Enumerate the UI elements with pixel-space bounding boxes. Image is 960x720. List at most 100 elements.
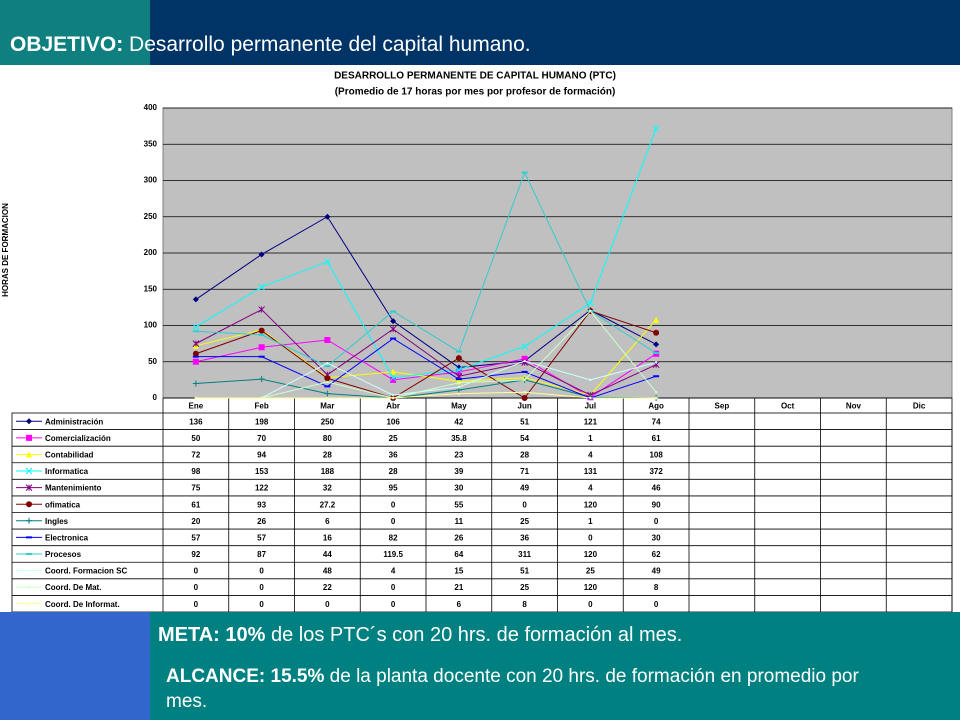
- header-title: Desarrollo permanente del capital humano…: [129, 33, 531, 56]
- y-tick-label: 400: [144, 103, 158, 112]
- table-cell: 36: [389, 451, 398, 460]
- x-tick-label: Ago: [648, 402, 664, 411]
- table-cell: 131: [584, 467, 598, 476]
- table-cell: 82: [389, 533, 398, 542]
- x-tick-label: Oct: [781, 402, 795, 411]
- table-cell: 93: [257, 500, 266, 509]
- table-cell: 16: [323, 533, 332, 542]
- y-tick-label: 300: [144, 176, 158, 185]
- table-cell: 372: [649, 467, 663, 476]
- table-cell: 61: [191, 500, 200, 509]
- marker: [192, 358, 199, 365]
- marker: [653, 341, 660, 348]
- table-cell: 21: [454, 583, 463, 592]
- legend-marker: [27, 569, 31, 572]
- table-cell: 74: [652, 417, 661, 426]
- legend-marker: [25, 467, 33, 475]
- marker: [523, 378, 526, 382]
- marker: [192, 296, 199, 303]
- table-cell: 92: [191, 550, 200, 559]
- series-line: [195, 171, 657, 367]
- table-cell: 106: [386, 417, 400, 426]
- marker: [258, 376, 265, 383]
- x-tick-label: Jun: [518, 402, 532, 411]
- table-cell: 108: [649, 451, 663, 460]
- marker: [589, 309, 592, 313]
- chart-title: DESARROLLO PERMANENTE DE CAPITAL HUMANO …: [334, 71, 616, 82]
- table-cell: 119.5: [383, 550, 403, 559]
- table-cell: 1: [588, 434, 593, 443]
- table-cell: 0: [391, 600, 396, 609]
- y-tick-label: 50: [148, 357, 157, 366]
- marker: [324, 375, 331, 382]
- series-line: [195, 378, 657, 399]
- table-cell: 120: [584, 583, 598, 592]
- legend-label: Contabilidad: [45, 451, 94, 460]
- legend-label: Coord. De Mat.: [45, 583, 101, 592]
- x-tick-label: Nov: [846, 402, 862, 411]
- table-cell: 120: [584, 500, 598, 509]
- footer: META: 10% de los PTC´s con 20 hrs. de fo…: [0, 612, 960, 720]
- table-cell: 54: [520, 434, 529, 443]
- table-cell: 22: [323, 583, 332, 592]
- table-cell: 23: [454, 451, 463, 460]
- alcance-text: ALCANCE: 15.5% de la planta docente con …: [166, 664, 886, 714]
- table-cell: 49: [652, 567, 661, 576]
- table-cell: 42: [454, 417, 463, 426]
- table-cell: 136: [189, 417, 203, 426]
- x-tick-label: Sep: [715, 402, 730, 411]
- marker: [192, 380, 199, 387]
- y-tick-label: 200: [144, 248, 158, 257]
- table-cell: 70: [257, 434, 266, 443]
- table-cell: 0: [259, 583, 264, 592]
- table-cell: 4: [588, 484, 593, 493]
- table-cell: 98: [191, 467, 200, 476]
- table-cell: 25: [520, 517, 529, 526]
- table-cell: 51: [520, 567, 529, 576]
- table-cell: 0: [588, 533, 593, 542]
- alcance-desc: de la planta docente con 20 hrs. de form…: [166, 666, 859, 712]
- table-cell: 188: [321, 467, 335, 476]
- legend-marker: [26, 517, 32, 524]
- table-cell: 95: [389, 484, 398, 493]
- header-text: OBJETIVO: Desarrollo permanente del capi…: [10, 33, 531, 57]
- series-line: [195, 360, 657, 399]
- table-cell: 30: [454, 484, 463, 493]
- marker: [258, 306, 265, 313]
- marker: [455, 369, 462, 376]
- table-cell: 72: [191, 451, 200, 460]
- legend-marker: [25, 484, 33, 491]
- table-cell: 0: [259, 567, 264, 576]
- marker: [391, 393, 395, 397]
- table-cell: 121: [584, 417, 598, 426]
- alcance-value: 15.5%: [270, 666, 325, 687]
- table-cell: 0: [194, 567, 199, 576]
- table-cell: 0: [194, 583, 199, 592]
- marker: [457, 381, 461, 384]
- table-cell: 61: [652, 434, 661, 443]
- table-cell: 27.2: [320, 500, 336, 509]
- table-cell: 6: [457, 600, 462, 609]
- marker: [324, 213, 331, 220]
- table-cell: 80: [323, 434, 332, 443]
- legend-marker: [27, 602, 31, 605]
- marker: [324, 258, 331, 266]
- marker: [455, 366, 463, 374]
- table-cell: 35.8: [451, 434, 467, 443]
- header-label: OBJETIVO:: [10, 33, 124, 56]
- marker: [390, 318, 397, 325]
- table-cell: 4: [391, 567, 396, 576]
- x-tick-label: Jul: [585, 402, 597, 411]
- marker: [457, 392, 461, 395]
- marker: [587, 299, 594, 307]
- marker: [389, 374, 397, 382]
- legend-label: Informatica: [45, 467, 89, 476]
- marker: [654, 391, 658, 394]
- marker: [390, 376, 397, 383]
- marker: [389, 325, 397, 333]
- marker: [589, 378, 592, 382]
- marker: [258, 327, 265, 334]
- marker: [192, 350, 199, 357]
- table-cell: 94: [257, 451, 266, 460]
